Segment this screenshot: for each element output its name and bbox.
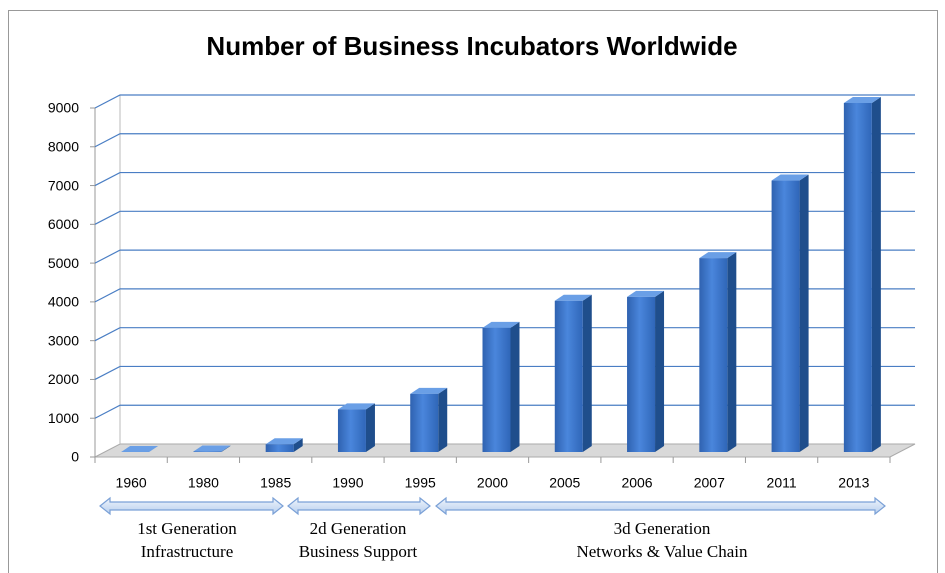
bar [554, 294, 592, 452]
y-tick-label: 3000 [48, 332, 79, 348]
grid-line [94, 210, 915, 225]
bar [410, 387, 448, 452]
grid-line [94, 249, 915, 264]
y-tick-label: 4000 [48, 294, 79, 310]
bar-top [699, 252, 737, 259]
x-tick-label: 2013 [838, 475, 869, 491]
x-tick-label: 2011 [767, 475, 797, 491]
bar-front [410, 393, 439, 452]
bar [193, 445, 231, 452]
y-tick-label: 1000 [48, 410, 79, 426]
arrow [435, 496, 886, 516]
bar-top [843, 97, 881, 103]
bar-front [771, 180, 800, 453]
bar-side [510, 321, 520, 452]
x-tick-label: 1995 [405, 475, 436, 491]
annotation: 3d Generation [614, 519, 711, 538]
bar-side [799, 174, 809, 453]
annotation: Infrastructure [141, 542, 234, 561]
bar-top [265, 438, 303, 445]
y-tick-label: 2000 [48, 371, 79, 387]
x-tick-label: 1980 [188, 475, 219, 491]
y-tick-label: 9000 [48, 100, 79, 116]
bars [121, 97, 881, 453]
bar-side [365, 403, 375, 452]
annotation: Networks & Value Chain [576, 542, 748, 561]
labels: 0 1000 2000 3000 4000 5000 6000 7000 8000 9000 196… [48, 100, 870, 491]
bar-side [655, 290, 665, 452]
x-tick-label: 1985 [260, 475, 291, 491]
y-tick-label: 5000 [48, 255, 79, 271]
bar [699, 252, 737, 452]
bar-side [871, 97, 881, 452]
generation-arrows [99, 496, 886, 516]
bar-front [482, 327, 511, 452]
bar-front [699, 258, 728, 452]
y-tick-label: 8000 [48, 138, 79, 154]
bar-front [627, 296, 656, 452]
y-tick-label: 0 [71, 449, 79, 465]
chart-title: Number of Business Incubators Worldwide [206, 31, 737, 61]
grid-line [94, 288, 915, 303]
x-tick-label: 2005 [549, 475, 580, 491]
bar-side [727, 252, 737, 452]
bar [627, 290, 665, 452]
bar [482, 321, 520, 452]
bar [337, 403, 375, 452]
bar-front [554, 300, 583, 452]
bar-top [337, 403, 375, 410]
grid-line [94, 133, 915, 148]
y-tick-label: 6000 [48, 216, 79, 232]
bar [771, 174, 809, 453]
grid-line [94, 171, 915, 187]
bar [265, 438, 303, 452]
annotation: 1st Generation [137, 519, 237, 538]
x-tick-label: 1990 [332, 475, 363, 491]
bar-front [843, 103, 872, 452]
bar-top [554, 294, 592, 301]
x-tick-label: 1960 [116, 475, 147, 491]
bar-side [149, 445, 159, 452]
bar [843, 97, 881, 452]
bar-side [582, 294, 592, 452]
x-tick-label: 2006 [621, 475, 652, 491]
x-tick-label: 2007 [694, 475, 725, 491]
bar-top [627, 290, 665, 297]
bar-front [265, 444, 294, 452]
bar-top [410, 387, 448, 394]
bar-top [771, 174, 809, 181]
bar-front [337, 409, 366, 452]
bar-side [293, 438, 303, 452]
bar-top [482, 321, 520, 328]
annotation: 2d Generation [310, 519, 407, 538]
bar-top [193, 445, 231, 452]
grid-line [94, 94, 915, 109]
bar [121, 445, 159, 452]
bar-side [221, 445, 231, 452]
annotation: Business Support [299, 542, 418, 561]
arrow [99, 496, 284, 516]
arrow [287, 496, 431, 516]
y-tick-label: 7000 [48, 177, 79, 193]
x-tick-label: 2000 [477, 475, 508, 491]
bar-top [121, 445, 159, 452]
bar-side [438, 387, 448, 452]
